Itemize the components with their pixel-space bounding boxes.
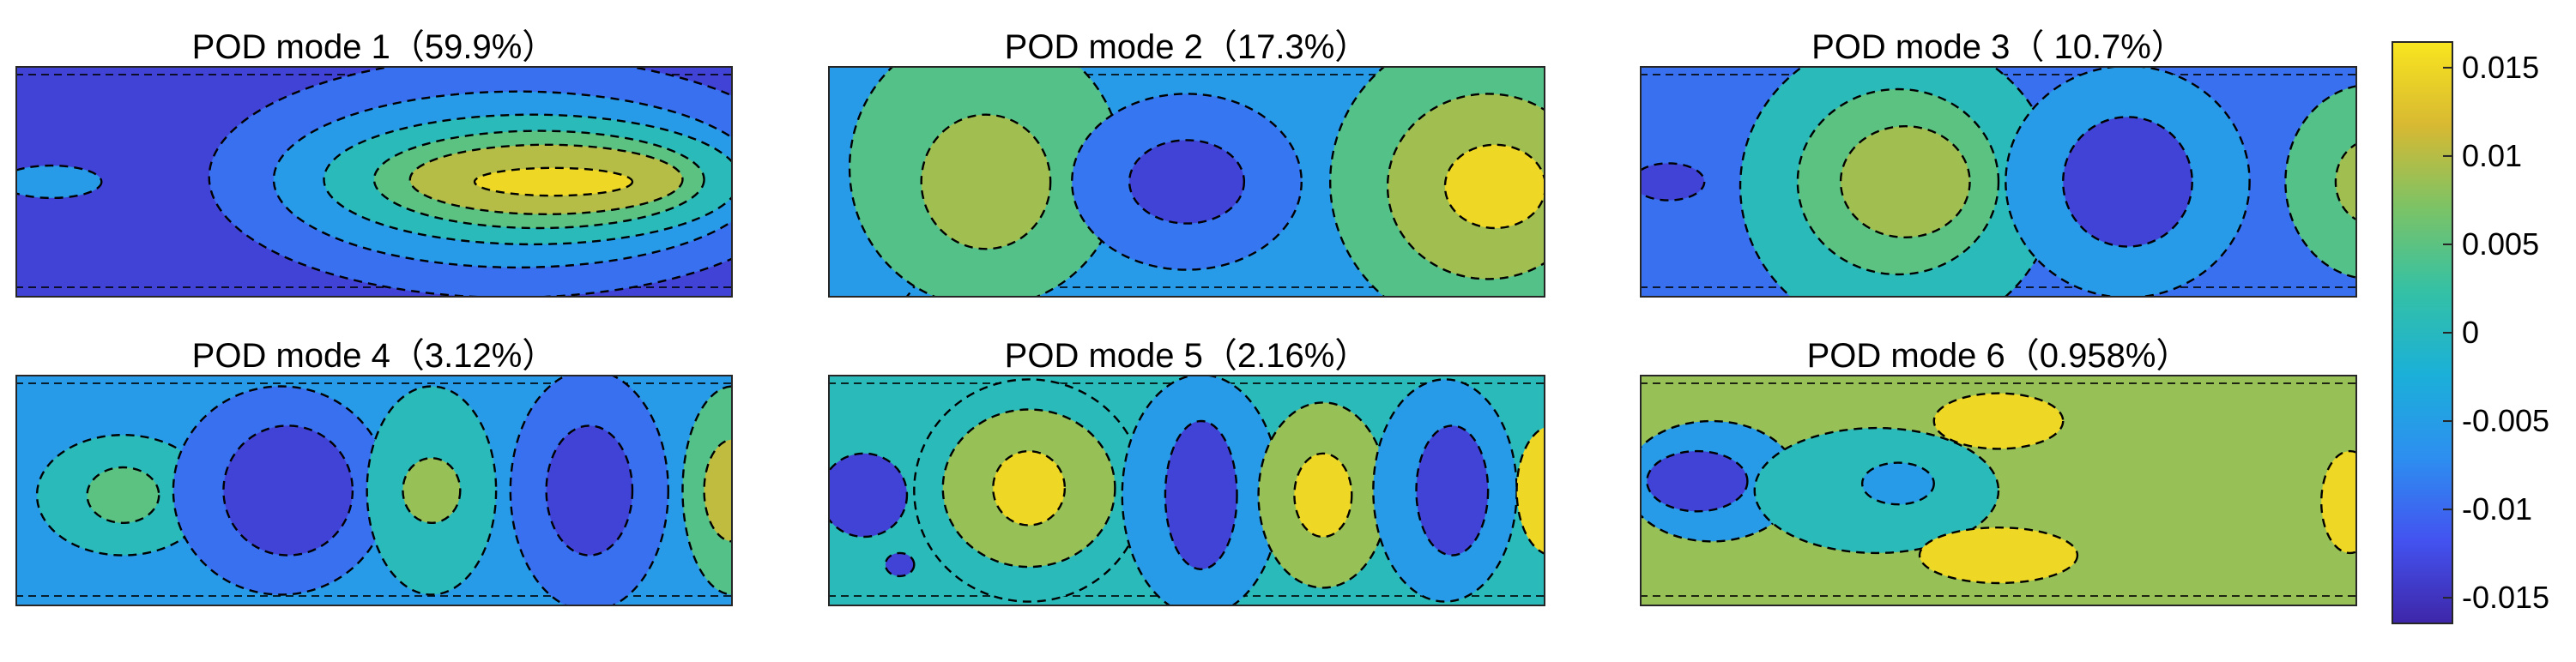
contour-panel-mode-4 bbox=[15, 375, 733, 606]
contour-region bbox=[2284, 84, 2357, 280]
contour-region bbox=[1164, 419, 1238, 570]
panel-frame bbox=[15, 66, 733, 298]
colorbar bbox=[2392, 41, 2453, 624]
panel-title-mode-6: POD mode 6（0.958%） bbox=[1806, 337, 2191, 375]
panel-title-mode-1: POD mode 1（59.9%） bbox=[191, 28, 557, 66]
contour-region bbox=[1443, 143, 1545, 230]
colorbar-tick-label: 0 bbox=[2462, 315, 2480, 350]
panel-frame bbox=[1640, 375, 2357, 606]
contour-region bbox=[1293, 452, 1353, 539]
colorbar-tick-label: 0.015 bbox=[2462, 49, 2540, 85]
colorbar-tick-label: -0.015 bbox=[2462, 580, 2550, 616]
colorbar-tick-label: -0.005 bbox=[2462, 403, 2550, 439]
contour-region bbox=[1128, 139, 1246, 225]
contour-region bbox=[2320, 449, 2357, 555]
contour-region bbox=[1640, 162, 1706, 202]
panel-title-mode-3: POD mode 3（ 10.7%） bbox=[1811, 28, 2186, 66]
contour-region bbox=[15, 164, 103, 200]
panel-frame bbox=[1640, 66, 2357, 298]
contour-region bbox=[1646, 449, 1749, 513]
panel-frame bbox=[828, 66, 1545, 298]
panel-title-mode-5: POD mode 5（2.16%） bbox=[1004, 337, 1370, 375]
contour-region bbox=[828, 452, 909, 539]
contour-region bbox=[402, 456, 462, 524]
contour-region bbox=[884, 551, 916, 578]
contour-region bbox=[545, 424, 634, 557]
colorbar-tick-label: -0.01 bbox=[2462, 491, 2533, 527]
contour-region bbox=[992, 449, 1067, 527]
contour-panel-mode-1 bbox=[15, 66, 733, 298]
colorbar-tick-label: 0.01 bbox=[2462, 137, 2523, 173]
contour-panel-mode-6 bbox=[1640, 375, 2357, 606]
contour-region bbox=[1918, 527, 2079, 585]
panel-frame bbox=[828, 375, 1545, 606]
contour-region bbox=[1932, 392, 2065, 450]
contour-region bbox=[1415, 424, 1490, 557]
contour-region bbox=[473, 166, 634, 197]
contour-panel-mode-3 bbox=[1640, 66, 2357, 298]
contour-region bbox=[1860, 461, 1935, 506]
contour-region bbox=[2062, 116, 2193, 248]
contour-region bbox=[222, 424, 354, 557]
contour-region bbox=[1839, 124, 1971, 239]
contour-panel-mode-2 bbox=[828, 66, 1545, 298]
panel-frame bbox=[15, 375, 733, 606]
contour-region bbox=[920, 113, 1052, 250]
colorbar-gradient bbox=[2392, 41, 2453, 624]
colorbar-tick-label: 0.005 bbox=[2462, 226, 2540, 262]
contour-region bbox=[1515, 425, 1545, 556]
panel-title-mode-4: POD mode 4（3.12%） bbox=[191, 337, 557, 375]
contour-panel-mode-5 bbox=[828, 375, 1545, 606]
contour-region bbox=[86, 466, 160, 524]
panel-title-mode-2: POD mode 2（17.3%） bbox=[1004, 28, 1370, 66]
contour-region bbox=[2334, 142, 2357, 221]
